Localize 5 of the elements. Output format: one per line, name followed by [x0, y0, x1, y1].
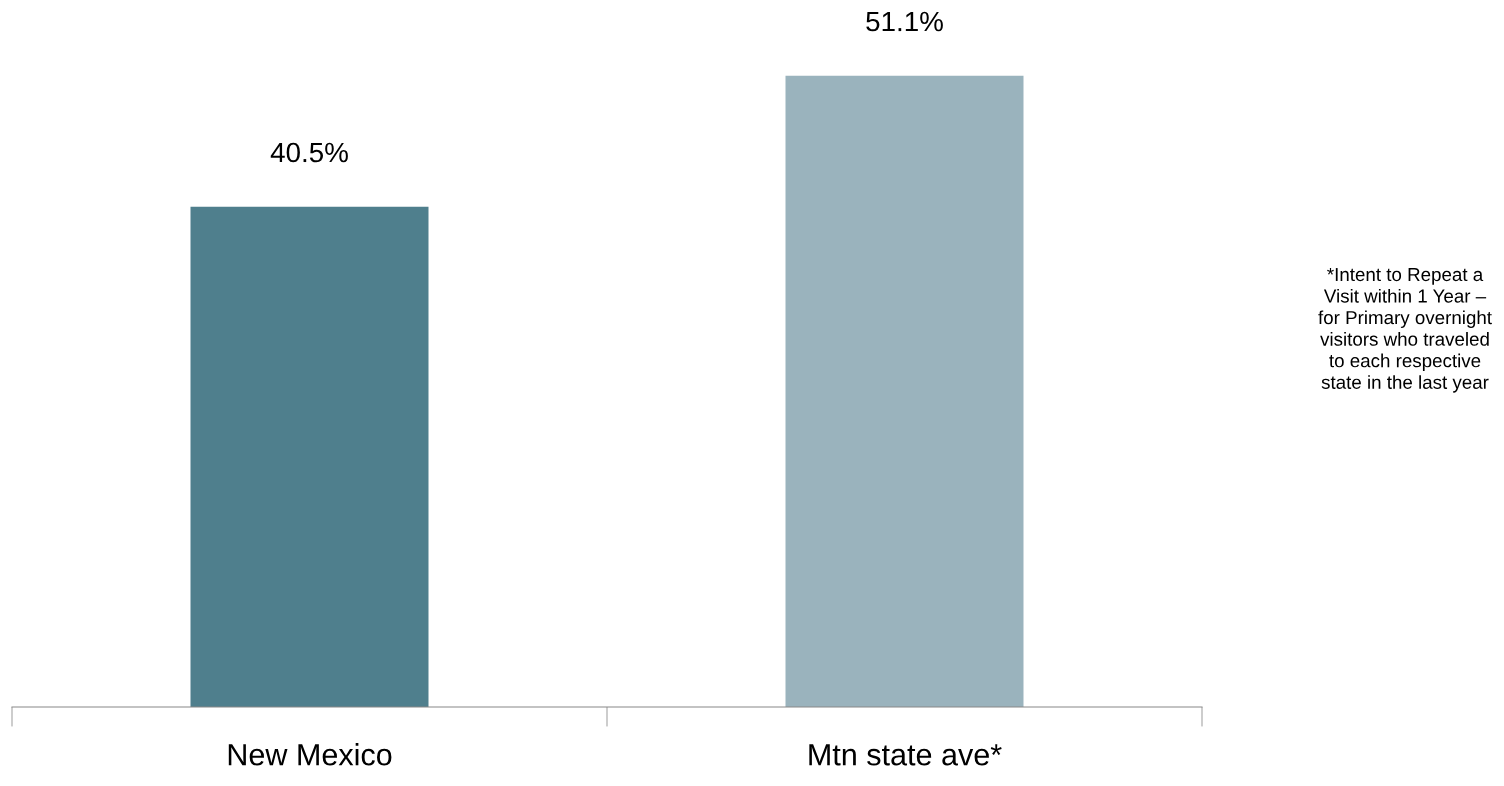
data-label: 40.5% [270, 142, 348, 163]
x-tick-label: New Mexico [228, 743, 392, 766]
data-label: 51.1% [866, 11, 943, 32]
x-tick-label: Mtn state ave* [809, 744, 1002, 766]
text: *Intent to Repeat a Visit within 1 Year – for Primary overnight visitors who traveled to each respective state in the last year [1318, 268, 1492, 393]
